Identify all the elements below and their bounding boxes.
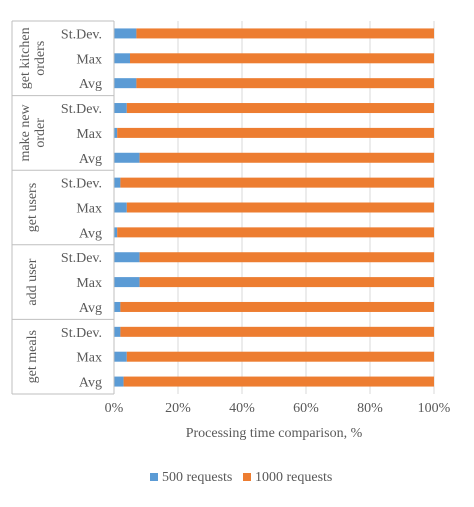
bar-segment [114,78,137,89]
group-label: get kitchen [18,27,33,89]
bar-segment [136,28,434,39]
x-axis-title: Processing time comparison, % [186,426,363,441]
bar-segment [120,177,435,188]
category-label: Avg [79,226,102,241]
x-tick-label: 20% [165,401,191,416]
bar-segment [126,202,435,213]
group-label: orders [33,41,48,76]
bar-segment [114,351,127,362]
bar-segment [139,252,434,263]
bar-segment [120,326,435,337]
category-label: St.Dev. [61,102,102,117]
legend: 500 requests 1000 requests [150,470,332,485]
x-tick-label: 0% [105,401,124,416]
bar-segment [117,227,434,238]
category-label: Max [76,276,102,291]
bar-segment [114,301,121,312]
category-label: St.Dev. [61,326,102,341]
bar-segment [114,103,127,114]
bar-segment [114,252,140,263]
group-label: order [33,118,48,148]
category-label: Avg [79,301,102,316]
bar-segment [136,78,434,89]
bar-segment [114,227,118,238]
legend-swatch [150,473,158,481]
bar-segment [139,277,434,288]
bar-segment [130,53,434,64]
bar-segment [114,53,130,64]
x-tick-label: 60% [293,401,319,416]
bars [114,28,435,387]
group-label: get meals [25,330,40,383]
axes: 0% 20% 40% 60% 80% 100% St.Dev. Max Avg get kitch… [11,20,451,416]
category-label: Max [76,202,102,217]
category-label: St.Dev. [61,27,102,42]
bar-segment [114,177,121,188]
group-label: make new [18,103,33,161]
category-label: Avg [79,152,102,167]
bar-segment [114,28,137,39]
bar-segment [126,351,435,362]
group-label: add user [25,258,40,305]
bar-segment [120,301,435,312]
legend-label: 1000 requests [255,470,332,485]
x-tick-label: 100% [418,401,451,416]
bar-segment [123,376,434,387]
category-label: Max [76,52,102,67]
bar-segment [114,277,140,288]
bar-segment [117,127,434,138]
category-label: Max [76,127,102,142]
bar-segment [114,127,118,138]
bar-segment [139,152,434,163]
bar-segment [114,202,127,213]
group-label: get users [25,183,40,232]
category-label: St.Dev. [61,177,102,192]
x-tick-label: 40% [229,401,255,416]
category-label: Avg [79,77,102,92]
category-label: St.Dev. [61,251,102,266]
bar-segment [114,326,121,337]
x-tick-label: 80% [357,401,383,416]
category-label: Avg [79,376,102,391]
category-label: Max [76,351,102,366]
legend-label: 500 requests [162,470,232,485]
bar-segment [114,152,140,163]
bar-segment [126,103,435,114]
bar-segment [114,376,124,387]
legend-swatch [243,473,251,481]
